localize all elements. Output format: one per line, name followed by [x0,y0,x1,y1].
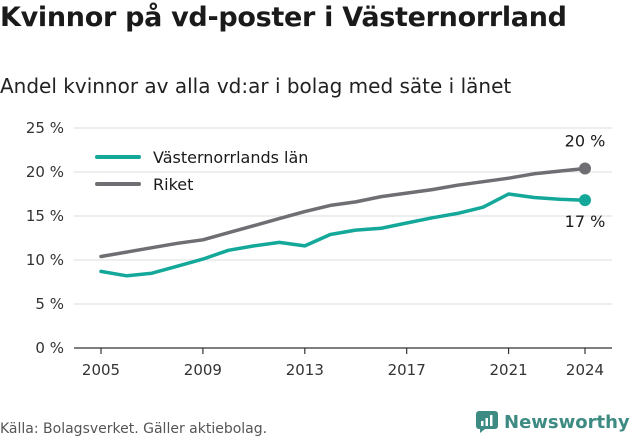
x-tick-label: 2009 [184,361,222,379]
y-axis: 0 % 5 % 10 % 15 % 20 % 25 % [26,119,64,357]
series-line [99,192,587,278]
series-end-label: 20 % [565,131,606,150]
series-end-point [579,162,591,175]
y-tick-label: 15 % [26,207,64,225]
y-tick-label: 0 % [35,339,64,357]
brand-name: Newsworthy [504,411,630,433]
y-tick-label: 20 % [26,163,64,181]
series-line [99,166,587,259]
y-tick-label: 5 % [35,295,64,313]
legend: Västernorrlands län Riket [95,148,308,194]
x-tick-label: 2013 [286,361,324,379]
legend-label: Riket [153,175,193,194]
brand-logo: Newsworthy [476,408,630,436]
legend-label: Västernorrlands län [153,148,308,167]
x-tick-label: 2024 [566,361,604,379]
series-lines: 20 % 17 % [99,131,606,278]
gridlines [74,127,612,349]
y-tick-label: 10 % [26,251,64,269]
x-axis: 2005 2009 2013 2017 2021 2024 [82,348,604,379]
x-tick-label: 2021 [489,361,527,379]
series-end-label: 17 % [565,212,606,231]
x-tick-label: 2017 [388,361,426,379]
y-tick-label: 25 % [26,119,64,137]
series-end-point [579,194,591,207]
x-tick-label: 2005 [82,361,120,379]
source-note: Källa: Bolagsverket. Gäller aktiebolag. [0,421,268,437]
newsworthy-logo-icon [476,411,498,433]
chart-title: Kvinnor på vd-poster i Västernorrland [0,2,567,33]
chart-subtitle: Andel kvinnor av alla vd:ar i bolag med … [0,74,512,98]
